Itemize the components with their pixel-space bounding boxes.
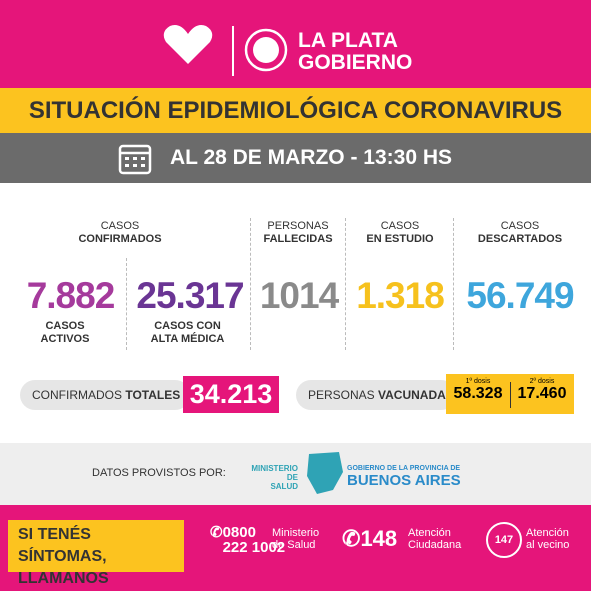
separator <box>250 218 251 350</box>
deaths-value: 1014 <box>259 275 339 316</box>
vaccinated-label-bold: VACUNADAS <box>378 388 454 402</box>
study-header: CASOS EN ESTUDIO <box>347 220 453 246</box>
ministry: MINISTERIO DE SALUD <box>240 464 298 491</box>
symptoms-line: SI TENÉS SÍNTOMAS, <box>18 526 107 565</box>
study-value: 1.318 <box>356 275 445 316</box>
symptoms-line: LLAMANOS <box>18 570 109 587</box>
dose: 1º dosis 58.328 <box>446 378 510 403</box>
label-line: de Salud <box>272 539 316 551</box>
label-line: Atención <box>408 527 451 539</box>
label-line: al vecino <box>526 539 570 551</box>
number-line: 147 <box>494 534 514 546</box>
number-line: 0800 <box>222 524 256 541</box>
number-line: 148 <box>360 526 398 551</box>
separator <box>126 258 127 350</box>
province-line: GOBIERNO DE LA PROVINCIA DE <box>347 465 461 472</box>
active-value: 7.882 <box>26 275 116 316</box>
vaccinated-pill: PERSONAS VACUNADAS <box>296 380 456 410</box>
active-label: CASOS ACTIVOS <box>25 320 105 346</box>
label-line: DESCARTADOS <box>477 233 563 245</box>
label-line: PERSONAS <box>267 220 329 232</box>
dose-label: 2º dosis <box>529 378 555 385</box>
ministry-line: SALUD <box>270 482 298 491</box>
doses-box: 1º dosis 58.328 2º dosis 17.460 <box>446 374 574 414</box>
separator <box>345 218 346 350</box>
logos <box>163 25 288 76</box>
discarded-value: 56.749 <box>466 275 574 316</box>
label-line: FALLECIDAS <box>263 233 333 245</box>
label-line: CASOS <box>45 320 85 332</box>
label-line: CASOS <box>380 220 420 232</box>
label-line: Ministerio <box>272 527 320 539</box>
brand: LA PLATA GOBIERNO <box>298 30 412 74</box>
discharged-value: 25.317 <box>136 275 244 316</box>
phone-label: Ministerio de Salud <box>272 527 319 551</box>
source-band <box>0 443 591 505</box>
phone-label: Atención Ciudadana <box>408 527 461 551</box>
dose-divider <box>510 382 511 408</box>
phone-number: ✆148 <box>342 526 398 551</box>
label-line: CONFIRMADOS <box>78 233 162 245</box>
label-line: Atención <box>526 527 569 539</box>
vaccinated-label: PERSONAS <box>308 388 375 402</box>
label-line: ALTA MÉDICA <box>150 333 225 345</box>
date: AL 28 DE MARZO - 13:30 HS <box>170 146 453 169</box>
ministry-line: MINISTERIO DE <box>251 464 298 482</box>
label-line: EN ESTUDIO <box>366 233 434 245</box>
phone-number: ✆ 0800 222 1002 <box>210 524 286 556</box>
province-line: BUENOS AIRES <box>347 472 461 489</box>
label-line: CASOS CON <box>154 320 221 332</box>
discharged-label: CASOS CON ALTA MÉDICA <box>140 320 235 346</box>
total-label: CONFIRMADOS <box>32 388 122 402</box>
calendar-icon <box>118 144 152 175</box>
phone-label: Atención al vecino <box>526 527 569 551</box>
title: SITUACIÓN EPIDEMIOLÓGICA CORONAVIRUS <box>0 88 591 133</box>
province: GOBIERNO DE LA PROVINCIA DE BUENOS AIRES <box>347 465 461 489</box>
number-line: 222 1002 <box>222 539 286 556</box>
separator <box>453 218 454 350</box>
source-label: DATOS PROVISTOS POR: <box>92 467 226 479</box>
discarded-header: CASOS DESCARTADOS <box>455 220 585 246</box>
confirmed-header: CASOS CONFIRMADOS <box>40 220 200 246</box>
dose-value: 17.460 <box>517 385 567 402</box>
deaths-header: PERSONAS FALLECIDAS <box>252 220 344 246</box>
label-line: CASOS <box>500 220 540 232</box>
header-band <box>0 0 591 88</box>
label-line: Ciudadana <box>408 539 462 551</box>
province-map <box>307 452 343 494</box>
phone-number: 147 <box>486 522 522 558</box>
dose-label: 1º dosis <box>465 378 491 385</box>
dose-value: 58.328 <box>453 385 503 402</box>
total-value: 34.213 <box>183 376 279 413</box>
dose: 2º dosis 17.460 <box>510 378 574 403</box>
symptoms-box: SI TENÉS SÍNTOMAS, LLAMANOS <box>8 520 184 587</box>
label-line: CASOS <box>100 220 140 232</box>
total-label-bold: TOTALES <box>125 388 181 402</box>
brand-line: LA PLATA <box>298 29 398 52</box>
label-line: ACTIVOS <box>40 333 90 345</box>
total-pill: CONFIRMADOS TOTALES <box>20 380 190 410</box>
brand-line: GOBIERNO <box>298 51 413 74</box>
date-band <box>0 133 591 183</box>
